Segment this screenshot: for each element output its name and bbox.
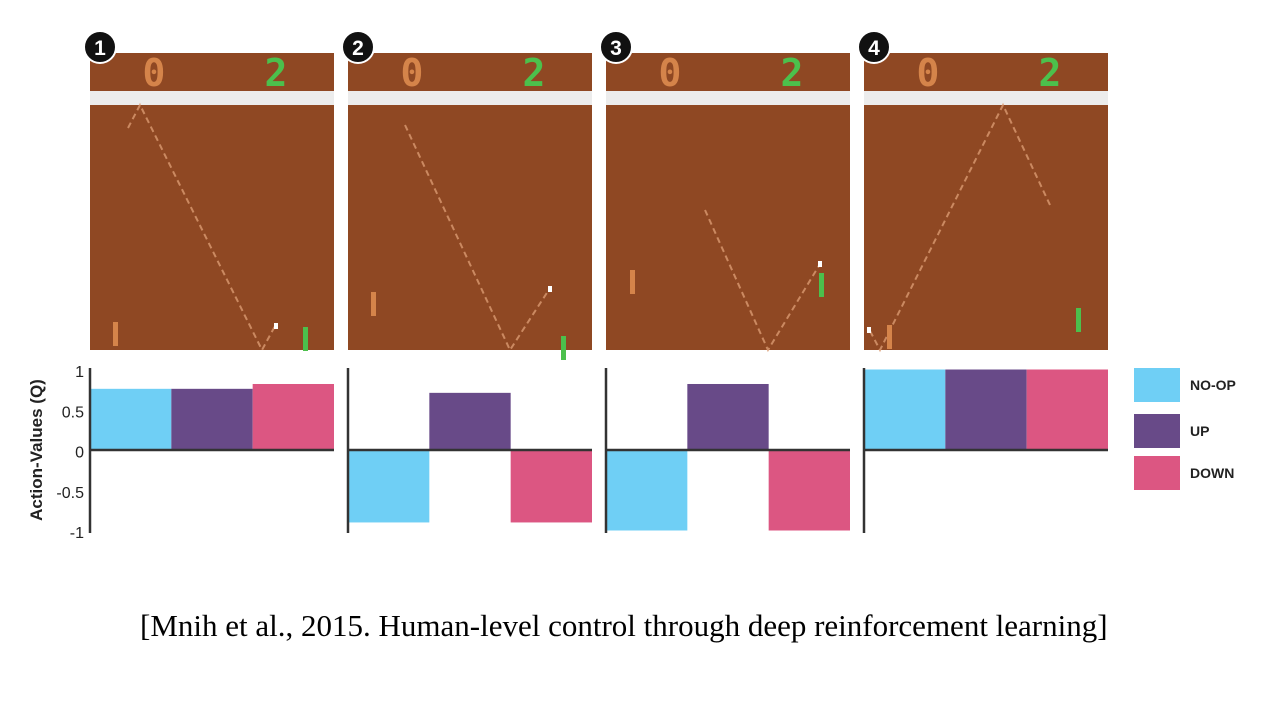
bar-no-op (90, 388, 172, 450)
left-paddle (113, 322, 118, 346)
y-tick-label: 1 (75, 364, 84, 381)
ball-trajectory (404, 124, 551, 353)
panel-badge-label: 3 (610, 37, 622, 60)
bar-no-op (864, 369, 946, 450)
bar-up (687, 383, 769, 450)
panel-2: 0 2 2 (341, 30, 592, 533)
panel-4: 0 2 4 (857, 30, 1108, 533)
y-tick-label: -0.5 (56, 485, 84, 502)
panel-badge-label: 4 (868, 37, 880, 60)
bar-up (171, 388, 253, 450)
panel-badge (599, 30, 633, 64)
panel-badge (857, 30, 891, 64)
score-left: 0 (143, 51, 166, 95)
score-left: 0 (401, 51, 424, 95)
ball (867, 327, 871, 333)
legend-label: NO-OP (1190, 377, 1236, 393)
top-wall (90, 91, 334, 105)
ball (274, 323, 278, 329)
legend-swatch (1134, 368, 1180, 402)
panel-1: 0 2 1 (83, 30, 334, 533)
panel-badge (83, 30, 117, 64)
bar-down (1026, 369, 1108, 450)
panel-3: 0 2 3 (599, 30, 850, 533)
bar-down (768, 450, 850, 531)
score-right: 2 (781, 51, 804, 95)
left-paddle (630, 270, 635, 294)
left-paddle (887, 325, 892, 349)
bar-no-op (606, 450, 688, 531)
bar-no-op (348, 450, 430, 523)
ball-trajectory (704, 209, 821, 353)
score-left: 0 (659, 51, 682, 95)
legend-swatch (1134, 456, 1180, 490)
legend-label: UP (1190, 423, 1209, 439)
right-paddle (561, 336, 566, 360)
panel-badge-label: 2 (352, 37, 364, 60)
bar-down (510, 450, 592, 523)
ball (818, 261, 822, 267)
citation: [Mnih et al., 2015. Human-level control … (140, 608, 1108, 643)
y-tick-label: 0 (75, 445, 84, 462)
bar-down (252, 383, 334, 450)
score-right: 2 (523, 51, 546, 95)
ball-trajectory (127, 102, 276, 353)
right-paddle (1076, 308, 1081, 332)
top-wall (864, 91, 1108, 105)
panel-badge (341, 30, 375, 64)
right-paddle (303, 327, 308, 351)
top-wall (348, 91, 592, 105)
y-axis-label: Action-Values (Q) (27, 379, 46, 521)
panel-badge-label: 1 (94, 37, 106, 60)
ball-trajectory (868, 102, 1051, 353)
bar-up (429, 392, 511, 450)
top-wall (606, 91, 850, 105)
score-left: 0 (917, 51, 940, 95)
legend-swatch (1134, 414, 1180, 448)
score-right: 2 (265, 51, 288, 95)
score-right: 2 (1039, 51, 1062, 95)
left-paddle (371, 292, 376, 316)
y-tick-label: -1 (70, 525, 84, 542)
bar-up (945, 369, 1027, 450)
legend-label: DOWN (1190, 465, 1234, 481)
right-paddle (819, 273, 824, 297)
y-tick-label: 0.5 (62, 404, 84, 421)
ball (548, 286, 552, 292)
